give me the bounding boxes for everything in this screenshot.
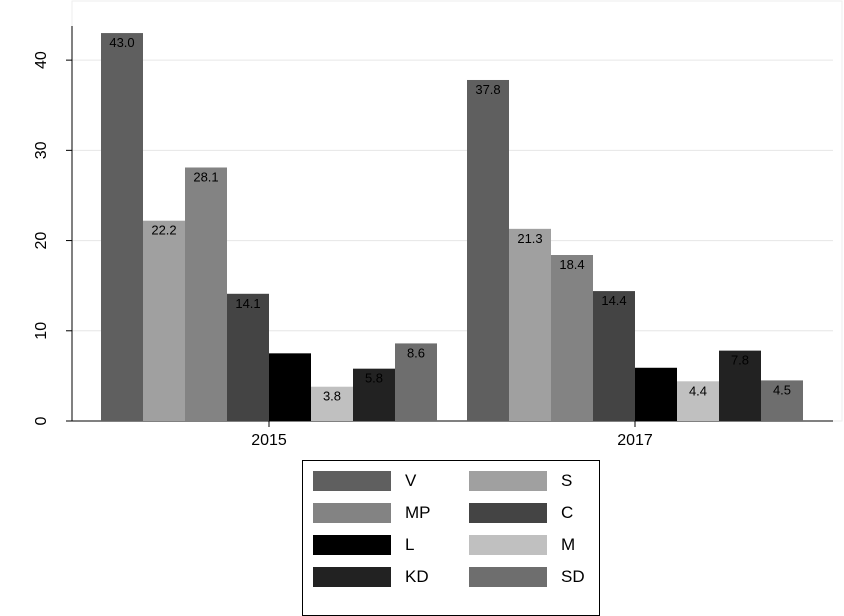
bar-value-label: 5.8 [365, 371, 383, 386]
bar-value-label: 3.8 [323, 389, 341, 404]
legend-label: C [561, 503, 574, 522]
legend-swatch [469, 535, 547, 555]
legend-label: S [561, 471, 573, 490]
legend-label: M [561, 535, 576, 554]
bar [227, 293, 269, 421]
bar-value-label: 4.5 [773, 382, 791, 397]
legend-item: V [313, 470, 416, 492]
legend-swatch [313, 535, 391, 555]
bar [185, 167, 227, 421]
bar [593, 291, 635, 421]
bar [101, 33, 143, 421]
legend-label: L [405, 535, 415, 554]
legend-swatch [313, 471, 391, 491]
bar-value-label: 4.4 [689, 383, 707, 398]
bar-value-label: 22.2 [151, 223, 176, 238]
x-tick-label: 2015 [251, 432, 287, 449]
legend-swatch [469, 503, 547, 523]
bar [551, 255, 593, 421]
legend-item: KD [313, 566, 429, 588]
bar [677, 381, 719, 421]
legend-item: L [313, 534, 414, 556]
legend-item: SD [469, 566, 585, 588]
y-tick-label: 40 [33, 51, 50, 69]
bar [395, 343, 437, 421]
y-tick-label: 20 [33, 232, 50, 250]
y-tick-label: 0 [33, 416, 50, 425]
bar-value-label: 43.0 [109, 35, 134, 50]
legend-swatch [313, 503, 391, 523]
x-tick-label: 2017 [617, 432, 653, 449]
bar-value-label: 18.4 [559, 257, 584, 272]
legend: V S MP C L M KD SD [302, 460, 600, 616]
bar-value-label: 14.1 [235, 296, 260, 311]
legend-label: MP [405, 503, 431, 522]
bar [719, 350, 761, 421]
y-tick-label: 30 [33, 141, 50, 159]
bar-value-label: 7.8 [731, 353, 749, 368]
bar [761, 380, 803, 421]
bar [311, 386, 353, 421]
bar-value-label: 8.6 [407, 345, 425, 360]
bar-value-label: 21.3 [517, 231, 542, 246]
bar-value-label: 28.1 [193, 169, 218, 184]
bar [467, 79, 509, 421]
y-tick-label: 10 [33, 322, 50, 340]
legend-swatch [469, 471, 547, 491]
legend-item: C [469, 502, 573, 524]
legend-item: MP [313, 502, 431, 524]
bar-chart-plot: 0 10 20 30 40 43.0 37.8 22.2 21.3 28.1 18.4 14.1 14.… [33, 0, 843, 449]
legend-item: M [469, 534, 575, 556]
bar [143, 220, 185, 421]
legend-label: KD [405, 567, 429, 586]
bar [509, 228, 551, 421]
bar-value-label: 14.4 [601, 293, 626, 308]
legend-label: SD [561, 567, 585, 586]
bar [353, 368, 395, 421]
bar-value-label: 37.8 [475, 82, 500, 97]
legend-label: V [405, 471, 417, 490]
bar [635, 367, 677, 421]
bar [269, 353, 311, 421]
legend-swatch [469, 567, 547, 587]
legend-swatch [313, 567, 391, 587]
legend-item: S [469, 470, 572, 492]
